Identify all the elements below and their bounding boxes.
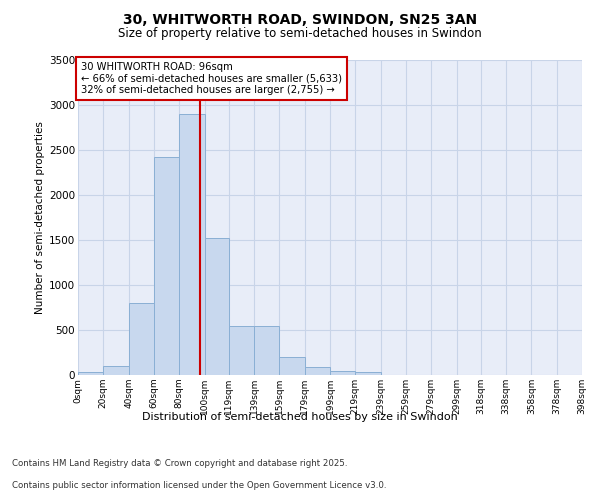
Bar bbox=[330, 372, 355, 375]
Bar bbox=[179, 114, 205, 375]
Bar bbox=[280, 357, 305, 375]
Text: Contains public sector information licensed under the Open Government Licence v3: Contains public sector information licen… bbox=[12, 481, 386, 490]
Text: Distribution of semi-detached houses by size in Swindon: Distribution of semi-detached houses by … bbox=[142, 412, 458, 422]
Y-axis label: Number of semi-detached properties: Number of semi-detached properties bbox=[35, 121, 45, 314]
Bar bbox=[128, 303, 154, 375]
Text: Contains HM Land Registry data © Crown copyright and database right 2025.: Contains HM Land Registry data © Crown c… bbox=[12, 458, 347, 468]
Bar bbox=[355, 372, 380, 375]
Bar bbox=[305, 367, 330, 375]
Text: Size of property relative to semi-detached houses in Swindon: Size of property relative to semi-detach… bbox=[118, 28, 482, 40]
Bar bbox=[205, 238, 229, 375]
Bar bbox=[103, 366, 128, 375]
Bar bbox=[154, 157, 179, 375]
Text: 30 WHITWORTH ROAD: 96sqm
← 66% of semi-detached houses are smaller (5,633)
32% o: 30 WHITWORTH ROAD: 96sqm ← 66% of semi-d… bbox=[80, 62, 341, 95]
Bar bbox=[254, 326, 280, 375]
Bar bbox=[229, 326, 254, 375]
Text: 30, WHITWORTH ROAD, SWINDON, SN25 3AN: 30, WHITWORTH ROAD, SWINDON, SN25 3AN bbox=[123, 12, 477, 26]
Bar bbox=[78, 372, 103, 375]
